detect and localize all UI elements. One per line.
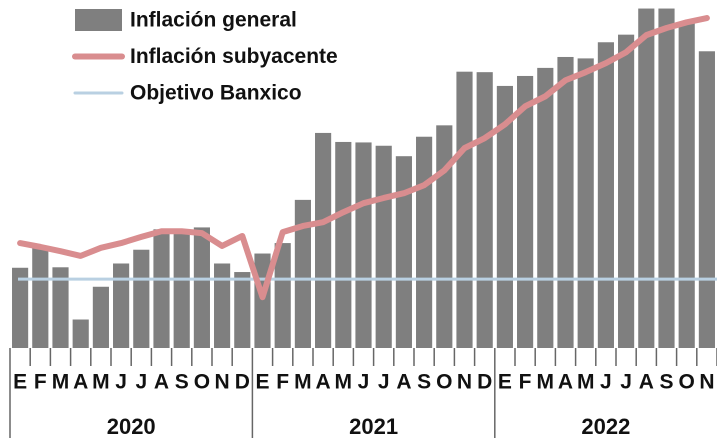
x-tick-label: J: [620, 371, 632, 394]
x-tick-label: E: [498, 371, 512, 394]
x-tick-label: J: [358, 371, 370, 394]
bar: [517, 75, 534, 349]
bar: [678, 22, 695, 348]
bar: [436, 125, 453, 348]
x-tick-label: E: [255, 371, 269, 394]
legend-label: Inflación subyacente: [130, 45, 338, 68]
legend-swatch: [75, 9, 122, 31]
line: [17, 15, 710, 301]
x-tick-label: O: [194, 371, 210, 394]
bar: [658, 8, 675, 348]
x-tick-label: F: [34, 371, 47, 394]
bar: [52, 267, 69, 348]
x-tick-label: O: [436, 371, 452, 394]
x-tick-label: S: [659, 371, 673, 394]
bar: [698, 51, 715, 348]
x-tick-label: J: [115, 371, 127, 394]
bar: [355, 142, 372, 348]
bar: [416, 136, 433, 348]
x-tick-label: M: [294, 371, 312, 394]
x-tick-label: A: [73, 371, 88, 394]
bar: [537, 67, 554, 348]
bar: [214, 263, 231, 348]
x-tick-label: N: [457, 371, 472, 394]
bar: [456, 71, 473, 348]
bar: [12, 267, 29, 348]
bar: [618, 34, 635, 349]
bar: [375, 145, 392, 348]
x-tick-label: S: [417, 371, 431, 394]
bar: [315, 132, 332, 348]
x-tick-label: D: [235, 371, 250, 394]
bar: [274, 243, 291, 348]
bar: [557, 56, 574, 349]
bar: [577, 58, 594, 349]
x-tick-label: N: [215, 371, 230, 394]
bar: [32, 245, 49, 348]
x-tick-label: J: [378, 371, 390, 394]
x-tick-label: M: [537, 371, 555, 394]
legend-label: Objetivo Banxico: [130, 82, 302, 105]
x-tick-label: M: [335, 371, 353, 394]
x-tick-label: O: [679, 371, 695, 394]
x-tick-label: M: [52, 371, 70, 394]
x-tick-label: A: [396, 371, 411, 394]
x-tick-label: J: [600, 371, 612, 394]
bar: [173, 231, 190, 348]
x-tick-label: A: [558, 371, 573, 394]
bar: [72, 319, 89, 348]
x-tick-label: M: [577, 371, 595, 394]
x-tick-label: J: [135, 371, 147, 394]
x-tick-label: D: [477, 371, 492, 394]
bar: [133, 249, 150, 348]
bar: [153, 229, 170, 348]
bar: [335, 141, 352, 348]
x-group-label: 2022: [581, 414, 630, 438]
x-tick-label: S: [175, 371, 189, 394]
x-tick-label: A: [639, 371, 654, 394]
x-tick-label: E: [13, 371, 27, 394]
bar: [638, 8, 655, 348]
x-tick-label: F: [519, 371, 532, 394]
bar: [234, 272, 251, 348]
legend-label: Inflación general: [130, 9, 297, 32]
bar: [193, 227, 210, 348]
bar: [496, 85, 513, 348]
bar: [92, 286, 109, 348]
bar: [597, 42, 614, 348]
bar: [254, 253, 271, 348]
x-tick-label: A: [154, 371, 169, 394]
bar: [294, 199, 311, 348]
lines: [17, 15, 710, 301]
x-group-label: 2020: [107, 414, 156, 438]
x-tick-label: A: [316, 371, 331, 394]
x-tick-label: F: [276, 371, 289, 394]
x-tick-label: M: [92, 371, 110, 394]
bar: [395, 156, 412, 348]
bar: [113, 263, 130, 348]
bar: [476, 72, 493, 349]
x-group-label: 2021: [349, 414, 398, 438]
x-tick-label: N: [699, 371, 714, 394]
